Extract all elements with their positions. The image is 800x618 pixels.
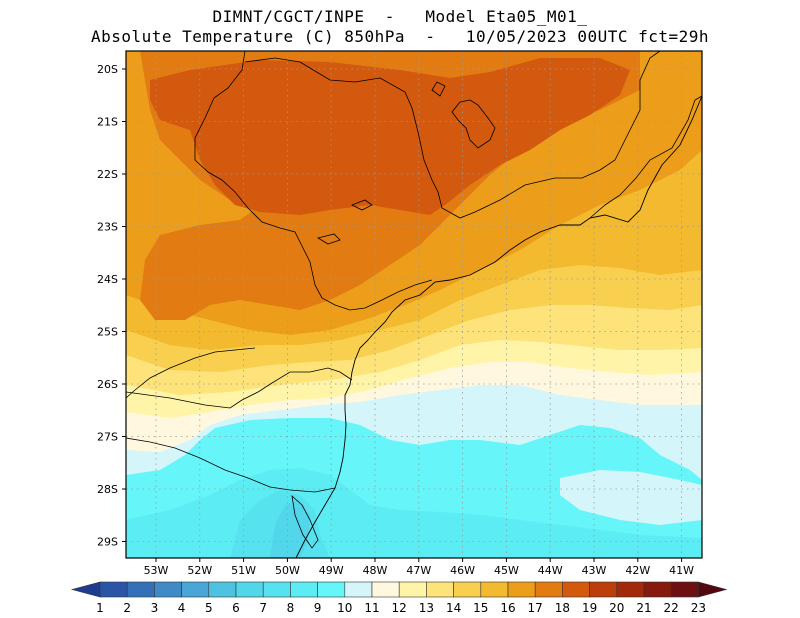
lon-label: 53W	[144, 564, 169, 577]
colorbar-swatch	[670, 581, 699, 598]
colorbar-label: 3	[151, 601, 159, 615]
lon-label: 48W	[363, 564, 388, 577]
lat-label: 24S	[97, 273, 118, 286]
band-11-pocket	[560, 470, 702, 525]
colorbar-label: 14	[446, 601, 461, 615]
colorbar-label: 7	[259, 601, 267, 615]
colorbar-swatch	[371, 581, 400, 598]
lon-label: 47W	[406, 564, 431, 577]
colorbar-swatch	[589, 581, 618, 598]
colorbar-label: 20	[609, 601, 624, 615]
band-7	[270, 500, 310, 558]
colorbar-label: 19	[582, 601, 597, 615]
longitude-axis: 53W 52W 51W 50W 49W 48W 47W 46W 45W 44W 43W 42W 41W	[144, 558, 694, 577]
state-borders	[125, 50, 703, 549]
colorbar-label: 4	[178, 601, 186, 615]
colorbar: 1 2 3 4 5 6 7 8 9 10 11 12 13 14 15 16 17 18 19 20 21 22 23	[70, 581, 728, 615]
map-title-line-2: Absolute Temperature (C) 850hPa - 10/05/…	[90, 27, 710, 46]
lon-label: 51W	[231, 564, 256, 577]
colorbar-swatch	[344, 581, 373, 598]
colorbar-label: 17	[528, 601, 543, 615]
lat-label: 25S	[97, 326, 118, 339]
lon-label: 46W	[450, 564, 475, 577]
colorbar-label: 8	[287, 601, 295, 615]
colorbar-swatch	[643, 581, 672, 598]
colorbar-swatch	[262, 581, 291, 598]
colorbar-swatch	[181, 581, 210, 598]
colorbar-swatch	[317, 581, 346, 598]
colorbar-label: 11	[364, 601, 379, 615]
graticule	[126, 51, 702, 558]
colorbar-swatch	[616, 581, 645, 598]
colorbar-swatch	[154, 581, 182, 598]
colorbar-label: 2	[123, 601, 131, 615]
colorbar-label: 10	[337, 601, 352, 615]
colorbar-swatch	[562, 581, 590, 598]
colorbar-label: 22	[664, 601, 679, 615]
colorbar-swatch	[426, 581, 454, 598]
lon-label: 50W	[275, 564, 300, 577]
lon-label: 52W	[187, 564, 212, 577]
lon-label: 43W	[582, 564, 607, 577]
colorbar-swatch	[453, 581, 482, 598]
colorbar-label: 5	[205, 601, 213, 615]
temperature-field	[126, 51, 702, 558]
colorbar-swatch	[126, 581, 155, 598]
coastline	[295, 95, 703, 559]
colorbar-swatch	[99, 581, 128, 598]
colorbar-label: 21	[636, 601, 651, 615]
lat-label: 27S	[97, 431, 118, 444]
colorbar-swatch	[507, 581, 536, 598]
lat-label: 22S	[97, 168, 118, 181]
colorbar-swatch	[398, 581, 427, 598]
colorbar-label: 15	[473, 601, 488, 615]
colorbar-label: 16	[500, 601, 515, 615]
colorbar-swatch	[290, 581, 318, 598]
colorbar-label: 1	[96, 601, 104, 615]
colorbar-label: 9	[314, 601, 322, 615]
colorbar-swatch	[208, 581, 237, 598]
colorbar-label: 13	[419, 601, 434, 615]
lon-label: 44W	[538, 564, 563, 577]
map-title-line-1: DIMNT/CGCT/INPE - Model Eta05_M01_	[212, 7, 588, 26]
colorbar-swatch	[235, 581, 264, 598]
colorbar-label: 12	[392, 601, 407, 615]
colorbar-label: 23	[691, 601, 706, 615]
lat-label: 20S	[97, 63, 118, 76]
plot-frame	[125, 50, 703, 559]
lon-label: 42W	[625, 564, 650, 577]
lon-label: 41W	[669, 564, 694, 577]
colorbar-swatch	[480, 581, 509, 598]
lat-label: 28S	[97, 483, 118, 496]
colorbar-high-arrow	[698, 581, 728, 598]
lat-label: 26S	[97, 378, 118, 391]
band-19	[150, 58, 630, 215]
latitude-axis: 20S 21S 22S 23S 24S 25S 26S 27S 28S 29S	[97, 63, 126, 549]
colorbar-low-arrow	[70, 581, 101, 598]
lon-label: 49W	[319, 564, 344, 577]
lat-label: 23S	[97, 221, 118, 234]
lon-label: 45W	[494, 564, 519, 577]
lat-label: 21S	[97, 116, 118, 129]
colorbar-swatch	[534, 581, 563, 598]
lat-label: 29S	[97, 536, 118, 549]
colorbar-label: 6	[232, 601, 240, 615]
colorbar-label: 18	[555, 601, 570, 615]
